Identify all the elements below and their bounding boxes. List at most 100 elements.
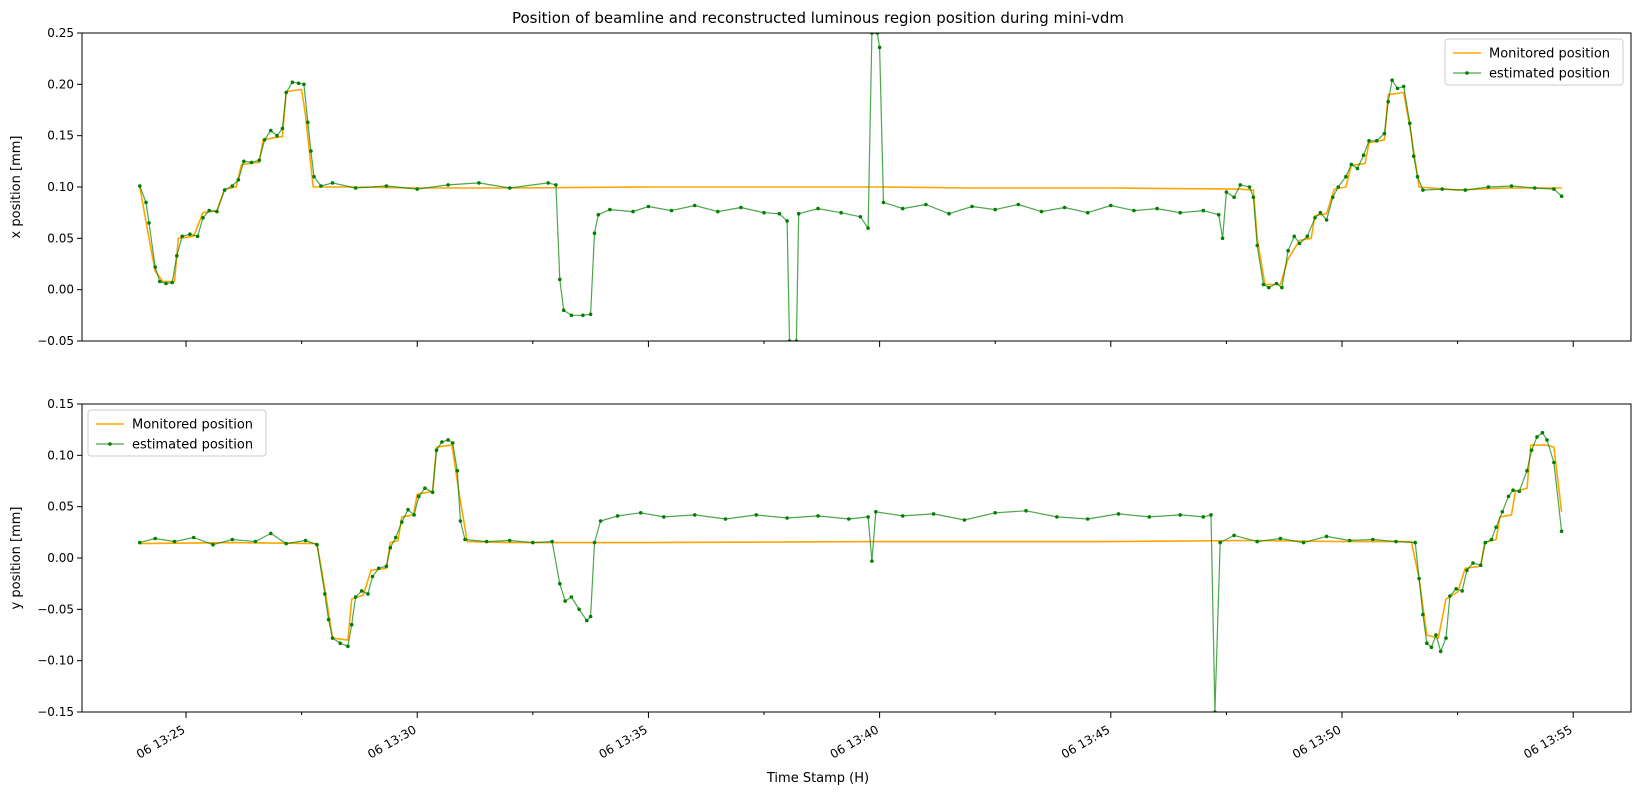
estimated-position-point <box>366 592 370 596</box>
estimated-position-point <box>558 581 562 586</box>
estimated-position-point <box>269 128 273 133</box>
estimated-position-point <box>785 516 789 520</box>
estimated-position-point <box>384 184 389 188</box>
estimated-position-point <box>1509 184 1514 188</box>
estimated-position-point <box>191 535 196 540</box>
estimated-position-point <box>406 507 410 512</box>
estimated-position-point <box>1109 203 1113 208</box>
estimated-position-point <box>1448 594 1452 598</box>
estimated-position-point <box>1251 195 1256 200</box>
legend-label: estimated position <box>132 438 253 453</box>
estimated-position-point <box>858 215 863 219</box>
estimated-position-point <box>346 644 350 649</box>
estimated-position-point <box>874 510 878 514</box>
estimated-position-point <box>393 535 398 540</box>
estimated-position-point <box>993 511 997 515</box>
estimated-position-point <box>962 518 967 522</box>
estimated-position-point <box>1460 589 1464 593</box>
estimated-position-point <box>1238 183 1243 187</box>
estimated-position-point <box>546 181 550 185</box>
estimated-position-point <box>1155 206 1159 211</box>
estimated-position-point <box>1371 537 1375 542</box>
estimated-position-point <box>338 641 343 645</box>
estimated-position-point <box>477 181 481 185</box>
estimated-position-point <box>796 211 801 216</box>
estimated-position-point <box>669 208 674 213</box>
estimated-position-point <box>1382 131 1387 136</box>
estimated-position-point <box>1506 494 1511 499</box>
estimated-position-point <box>816 514 820 518</box>
estimated-position-point <box>1489 537 1494 542</box>
estimated-position-point <box>306 120 310 125</box>
estimated-position-point <box>315 542 319 547</box>
estimated-position-line <box>139 432 1563 712</box>
estimated-position-point <box>1421 188 1425 192</box>
estimated-position-point <box>180 234 184 239</box>
estimated-position-point <box>323 592 327 596</box>
estimated-position-point <box>608 207 612 212</box>
estimated-position-point <box>561 308 566 313</box>
estimated-position-point <box>1324 534 1329 539</box>
estimated-position-point <box>195 234 200 239</box>
estimated-position-point <box>302 82 306 87</box>
estimated-position-point <box>1552 460 1556 465</box>
estimated-position-point <box>384 564 389 568</box>
estimated-position-point <box>662 515 666 519</box>
estimated-position-point <box>1209 513 1213 517</box>
estimated-position-point <box>1255 243 1259 248</box>
estimated-position-point <box>147 221 151 225</box>
estimated-position-point <box>1525 468 1529 473</box>
estimated-position-point <box>1232 533 1236 538</box>
estimated-position-point <box>970 204 974 209</box>
estimated-position-point <box>1324 218 1329 222</box>
y-tick-label: 0.20 <box>47 77 74 91</box>
estimated-position-point <box>458 519 463 523</box>
estimated-position-point <box>1559 529 1564 534</box>
estimated-position-point <box>754 513 759 517</box>
y-tick-label: −0.10 <box>37 654 74 668</box>
estimated-position-point <box>1532 186 1537 190</box>
y-tick-label: 0.10 <box>47 180 74 194</box>
estimated-position-point <box>870 559 874 563</box>
estimated-position-point <box>446 183 450 187</box>
estimated-position-point <box>1218 540 1222 545</box>
estimated-position-point <box>785 219 789 223</box>
estimated-position-point <box>455 468 460 473</box>
estimated-position-point <box>1318 210 1323 215</box>
estimated-position-point <box>1386 100 1390 104</box>
estimated-position-point <box>1545 438 1549 442</box>
estimated-position-point <box>1016 202 1021 207</box>
estimated-position-point <box>1421 612 1425 617</box>
estimated-position-point <box>1429 645 1434 650</box>
estimated-position-point <box>1292 234 1296 239</box>
estimated-position-point <box>417 494 421 499</box>
estimated-position-point <box>1361 153 1366 157</box>
estimated-position-point <box>881 200 886 205</box>
estimated-position-point <box>1286 248 1290 253</box>
estimated-position-point <box>1336 185 1340 189</box>
y-tick-label: −0.05 <box>37 334 74 348</box>
estimated-position-point <box>434 448 439 453</box>
estimated-position-point <box>1297 241 1302 246</box>
estimated-position-point <box>1425 641 1429 645</box>
estimated-position-point <box>1486 185 1491 189</box>
estimated-position-point <box>164 281 168 286</box>
estimated-position-point <box>1178 513 1182 517</box>
y-axis-label: x position [mm] <box>9 136 24 239</box>
axes-frame <box>81 32 1632 342</box>
estimated-position-point <box>816 206 820 211</box>
estimated-position-point <box>359 589 364 593</box>
chart-title: Position of beamline and reconstructed l… <box>512 9 1124 27</box>
estimated-position-point <box>1132 208 1136 213</box>
estimated-position-point <box>1440 187 1444 191</box>
estimated-position-point <box>569 595 574 599</box>
estimated-position-point <box>175 254 179 258</box>
estimated-position-point <box>1201 515 1206 519</box>
legend-label: estimated position <box>1489 67 1610 82</box>
axes-frame <box>81 403 1632 713</box>
estimated-position-point <box>376 566 381 571</box>
estimated-position-point <box>877 45 882 50</box>
estimated-position-point <box>215 209 219 214</box>
